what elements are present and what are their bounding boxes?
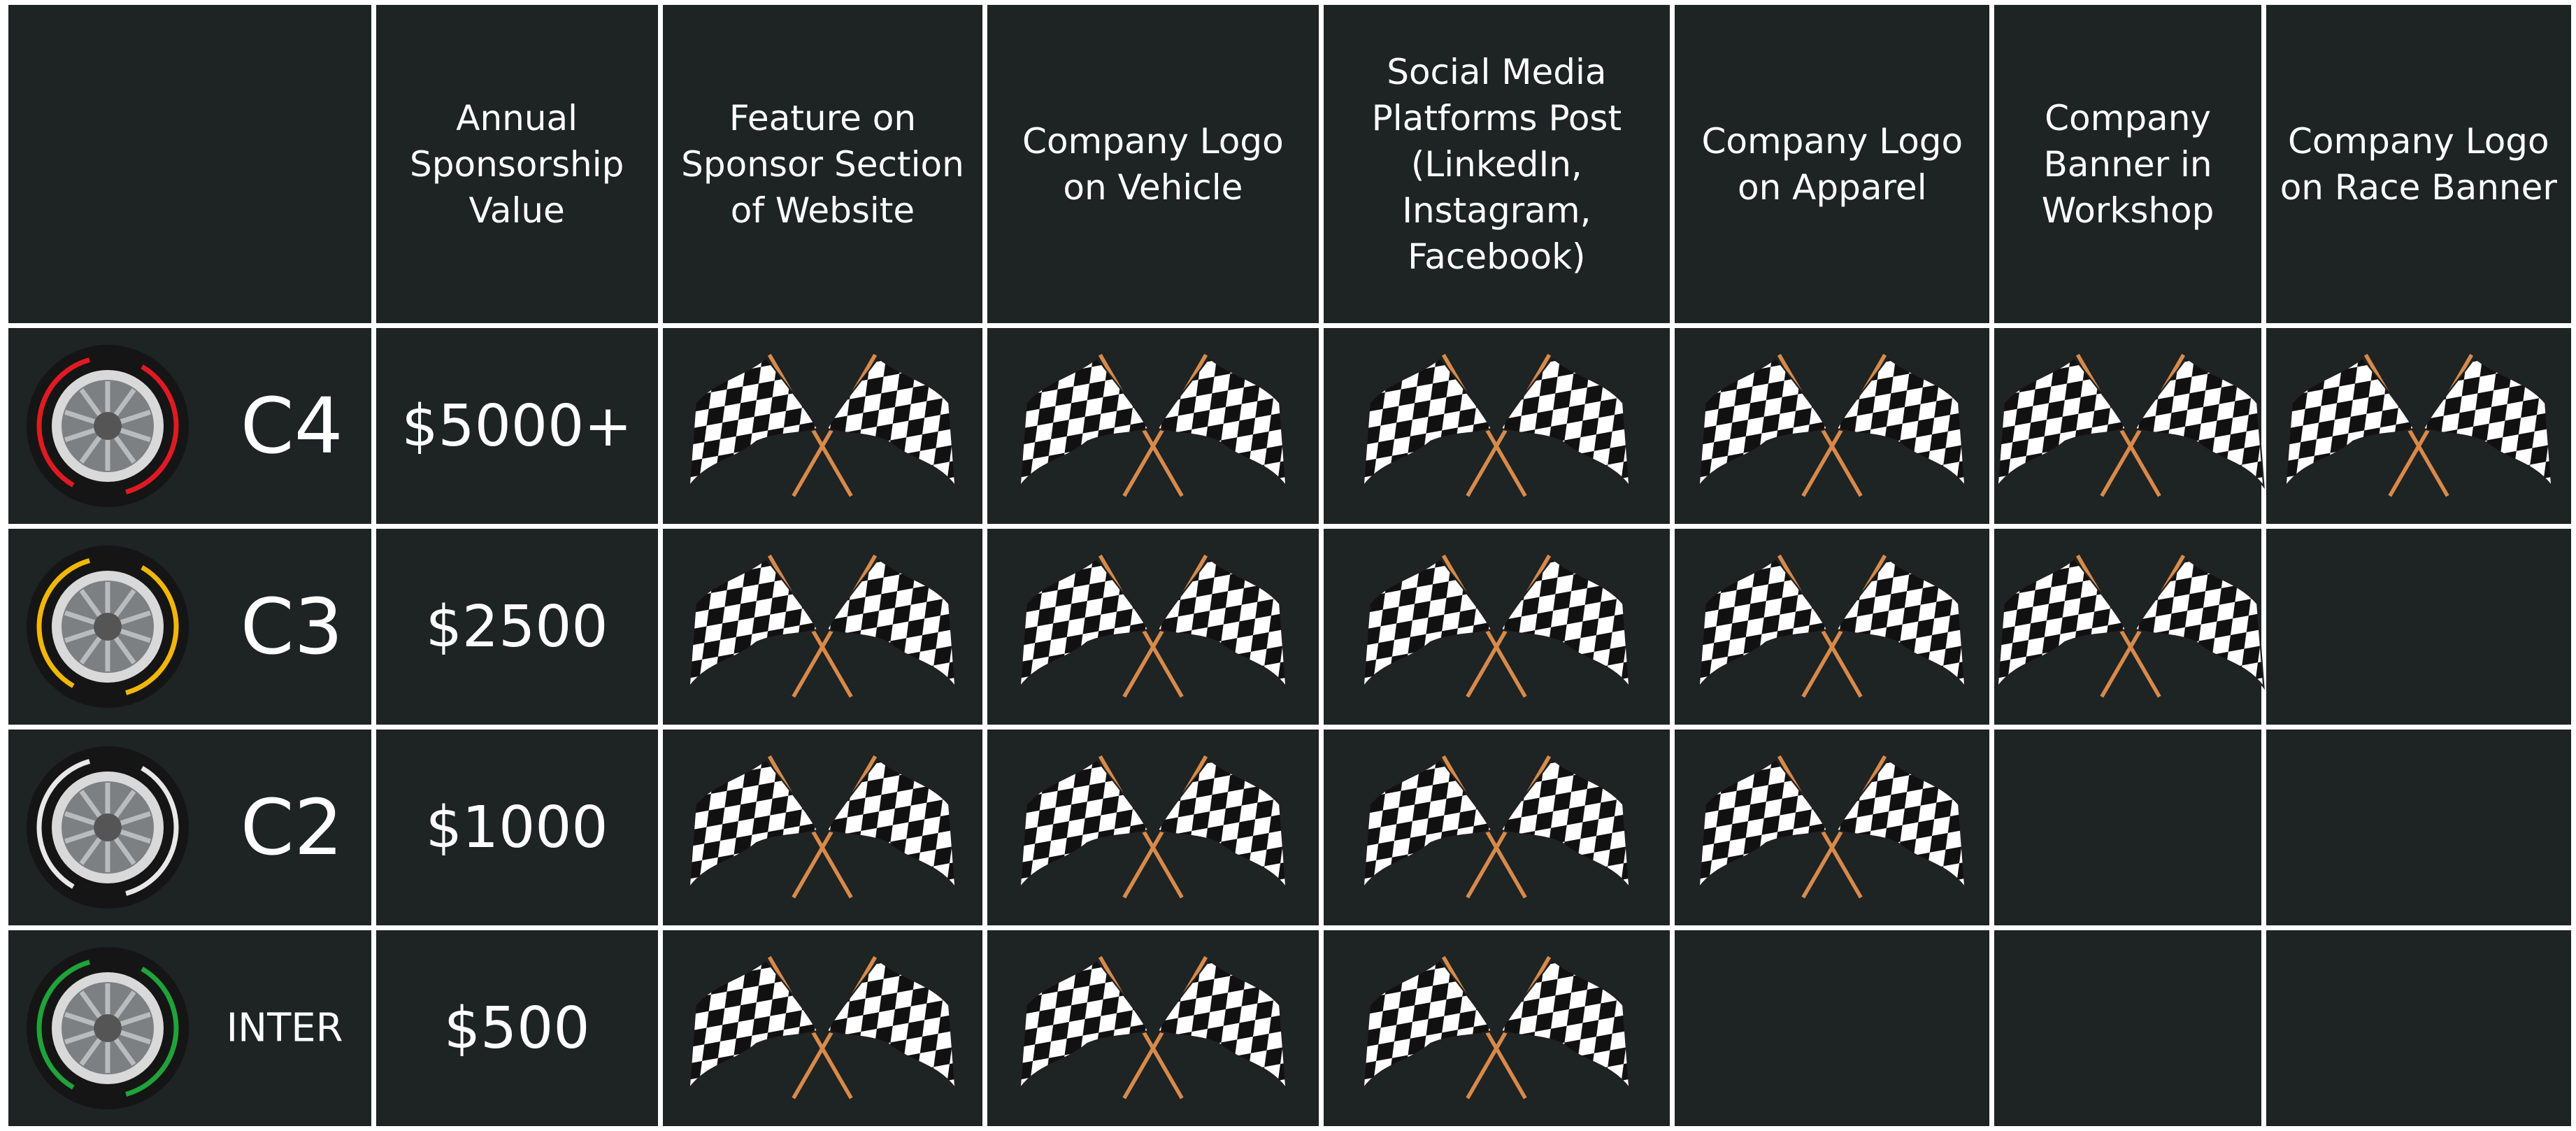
- checkered-flags: [1360, 950, 1633, 1104]
- benefit-cell: [987, 529, 1319, 725]
- tier-label: C2: [240, 783, 343, 872]
- benefit-cell: [1675, 328, 1990, 524]
- header-row: Annual Sponsorship Value Feature on Spons…: [8, 5, 2571, 323]
- benefit-cell: [662, 529, 983, 725]
- checkered-flags: [1994, 348, 2267, 502]
- tier-label: C3: [240, 582, 343, 671]
- header-cell: Company Logo on Apparel: [1675, 5, 1990, 323]
- tier-label: INTER: [226, 1005, 343, 1051]
- table-body: C4 $5000+ C3 $2500 C2 $1000 INTER $500: [8, 328, 2571, 1126]
- sponsorship-table: Annual Sponsorship Value Feature on Spons…: [3, 0, 2576, 1131]
- benefit-cell: [662, 328, 983, 524]
- header-cell: Company Logo on Vehicle: [987, 5, 1319, 323]
- checkered-flags: [686, 548, 959, 702]
- header-cell: Company Banner in Workshop: [1994, 5, 2261, 323]
- checkered-flags: [1360, 749, 1633, 903]
- tier-row: C4 $5000+: [8, 328, 2571, 524]
- header-cell: Company Logo on Race Banner: [2266, 5, 2571, 323]
- benefit-cell: [662, 930, 983, 1126]
- checkered-flags: [1994, 548, 2267, 702]
- tier-row: C2 $1000: [8, 730, 2571, 925]
- checkered-flags: [686, 950, 959, 1104]
- tier-row: C3 $2500: [8, 529, 2571, 725]
- benefit-cell: [2266, 328, 2571, 524]
- tier-cell: C3: [8, 529, 371, 725]
- checkered-flags: [1696, 348, 1968, 502]
- benefit-cell: [1675, 529, 1990, 725]
- sponsorship-value: $500: [375, 930, 658, 1126]
- benefit-cell: [1675, 730, 1990, 925]
- tier-row: INTER $500: [8, 930, 2571, 1126]
- benefit-cell: [2266, 529, 2571, 725]
- header-cell: Feature on Sponsor Section of Website: [662, 5, 983, 323]
- checkered-flags: [1017, 548, 1289, 702]
- header-cell: Social Media Platforms Post (LinkedIn, I…: [1323, 5, 1670, 323]
- benefit-cell: [1994, 529, 2261, 725]
- benefit-cell: [987, 730, 1319, 925]
- benefit-cell: [987, 930, 1319, 1126]
- tire-icon: [27, 947, 189, 1109]
- checkered-flags: [1017, 749, 1289, 903]
- checkered-flags: [2282, 348, 2555, 502]
- checkered-flags: [1360, 348, 1633, 502]
- benefit-cell: [1994, 930, 2261, 1126]
- checkered-flags: [1017, 950, 1289, 1104]
- tier-cell: INTER: [8, 930, 371, 1126]
- header-cell: Annual Sponsorship Value: [375, 5, 658, 323]
- sponsorship-value: $1000: [375, 730, 658, 925]
- benefit-cell: [1675, 930, 1990, 1126]
- benefit-cell: [1323, 730, 1670, 925]
- checkered-flags: [1696, 749, 1968, 903]
- sponsorship-value: $5000+: [375, 328, 658, 524]
- benefit-cell: [2266, 930, 2571, 1126]
- header-cell: [8, 5, 371, 323]
- benefit-cell: [1323, 328, 1670, 524]
- checkered-flags: [686, 749, 959, 903]
- tier-cell: C4: [8, 328, 371, 524]
- checkered-flags: [686, 348, 959, 502]
- benefit-cell: [1994, 730, 2261, 925]
- benefit-cell: [662, 730, 983, 925]
- sponsorship-value: $2500: [375, 529, 658, 725]
- checkered-flags: [1017, 348, 1289, 502]
- benefit-cell: [1994, 328, 2261, 524]
- checkered-flags: [1696, 548, 1968, 702]
- benefit-cell: [1323, 930, 1670, 1126]
- tire-icon: [27, 546, 189, 708]
- checkered-flags: [1360, 548, 1633, 702]
- tire-icon: [27, 746, 189, 909]
- tier-label: C4: [240, 381, 343, 471]
- tire-icon: [27, 345, 189, 507]
- benefit-cell: [1323, 529, 1670, 725]
- benefit-cell: [2266, 730, 2571, 925]
- tier-cell: C2: [8, 730, 371, 925]
- benefit-cell: [987, 328, 1319, 524]
